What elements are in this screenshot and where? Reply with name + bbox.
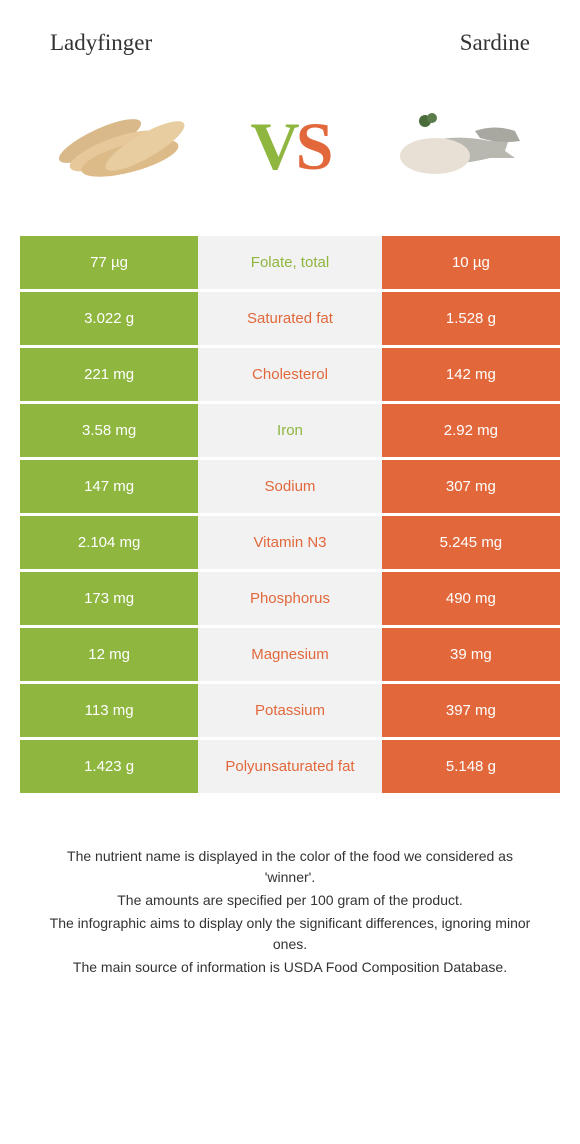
right-value: 397 mg xyxy=(382,683,560,739)
vs-label: VS xyxy=(251,107,330,186)
table-row: 221 mgCholesterol142 mg xyxy=(20,347,560,403)
ladyfinger-image xyxy=(50,96,200,196)
right-value: 39 mg xyxy=(382,627,560,683)
table-row: 3.58 mgIron2.92 mg xyxy=(20,403,560,459)
right-value: 10 µg xyxy=(382,236,560,291)
table-row: 3.022 gSaturated fat1.528 g xyxy=(20,291,560,347)
header-row: Ladyfinger Sardine xyxy=(20,30,560,86)
left-food-title: Ladyfinger xyxy=(50,30,152,56)
right-value: 490 mg xyxy=(382,571,560,627)
right-value: 1.528 g xyxy=(382,291,560,347)
left-value: 113 mg xyxy=(20,683,198,739)
table-row: 173 mgPhosphorus490 mg xyxy=(20,571,560,627)
left-value: 12 mg xyxy=(20,627,198,683)
left-value: 173 mg xyxy=(20,571,198,627)
left-value: 3.58 mg xyxy=(20,403,198,459)
footer-line: The main source of information is USDA F… xyxy=(40,957,540,978)
right-food-title: Sardine xyxy=(460,30,530,56)
right-value: 142 mg xyxy=(382,347,560,403)
footer-line: The nutrient name is displayed in the co… xyxy=(40,846,540,888)
nutrient-label: Saturated fat xyxy=(198,291,382,347)
nutrient-label: Folate, total xyxy=(198,236,382,291)
footer-line: The infographic aims to display only the… xyxy=(40,913,540,955)
vs-v-letter: V xyxy=(251,108,296,184)
vs-s-letter: S xyxy=(296,108,330,184)
table-row: 2.104 mgVitamin N35.245 mg xyxy=(20,515,560,571)
table-row: 1.423 gPolyunsaturated fat5.148 g xyxy=(20,739,560,795)
nutrient-label: Cholesterol xyxy=(198,347,382,403)
nutrient-label: Phosphorus xyxy=(198,571,382,627)
nutrient-label: Sodium xyxy=(198,459,382,515)
left-value: 77 µg xyxy=(20,236,198,291)
right-value: 5.245 mg xyxy=(382,515,560,571)
right-value: 5.148 g xyxy=(382,739,560,795)
nutrient-label: Potassium xyxy=(198,683,382,739)
nutrient-label: Magnesium xyxy=(198,627,382,683)
sardine-image xyxy=(380,96,530,196)
table-row: 147 mgSodium307 mg xyxy=(20,459,560,515)
left-value: 1.423 g xyxy=(20,739,198,795)
left-value: 2.104 mg xyxy=(20,515,198,571)
table-row: 12 mgMagnesium39 mg xyxy=(20,627,560,683)
nutrient-label: Iron xyxy=(198,403,382,459)
right-value: 307 mg xyxy=(382,459,560,515)
table-body: 77 µgFolate, total10 µg3.022 gSaturated … xyxy=(20,236,560,795)
table-row: 113 mgPotassium397 mg xyxy=(20,683,560,739)
left-value: 147 mg xyxy=(20,459,198,515)
table-row: 77 µgFolate, total10 µg xyxy=(20,236,560,291)
left-value: 221 mg xyxy=(20,347,198,403)
footer-line: The amounts are specified per 100 gram o… xyxy=(40,890,540,911)
nutrient-label: Vitamin N3 xyxy=(198,515,382,571)
footer-notes: The nutrient name is displayed in the co… xyxy=(20,796,560,978)
nutrient-label: Polyunsaturated fat xyxy=(198,739,382,795)
right-value: 2.92 mg xyxy=(382,403,560,459)
comparison-table: 77 µgFolate, total10 µg3.022 gSaturated … xyxy=(20,236,560,796)
left-value: 3.022 g xyxy=(20,291,198,347)
hero-row: VS xyxy=(20,86,560,236)
